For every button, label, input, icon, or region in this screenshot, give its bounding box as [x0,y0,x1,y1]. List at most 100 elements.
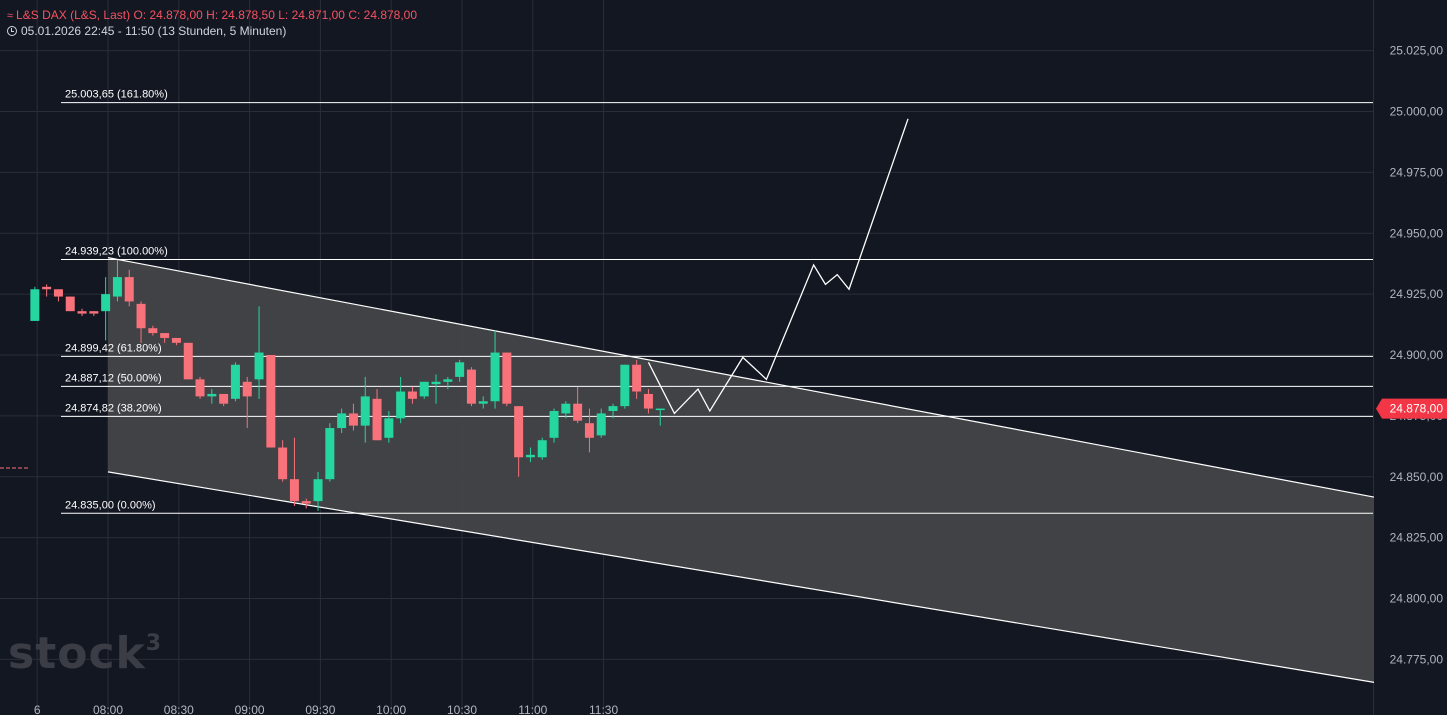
open-value: O: 24.878,00 [133,8,203,22]
fib-level-label: 24.835,00 (0.00%) [65,499,156,511]
candle-body [266,355,276,448]
interval-label: (13 Stunden, 5 Minuten) [157,24,287,38]
candle-body [171,337,181,343]
candle-body [372,398,382,441]
candle-body [407,391,417,399]
candle-body [490,352,500,402]
candle-body [160,333,170,338]
candle-body [514,406,524,458]
projection-polyline [647,118,909,415]
candle-body [77,311,87,314]
candle-body [207,393,217,397]
candle-body [443,379,453,382]
price-tick-label: 24.950,00 [1390,226,1444,240]
candle-body [596,413,606,436]
symbol-name[interactable]: L&S DAX (L&S, Last) [16,8,131,22]
candle-body [183,342,193,380]
time-range: 05.01.2026 22:45 - 11:50 [21,24,155,38]
time-axis[interactable]: 6 08:00 08:30 09:00 09:30 10:00 10:30 11:00 11:3… [34,703,619,715]
time-tick-label: 10:30 [447,703,477,715]
candle-body [573,403,583,421]
fib-level-label: 24.899,42 (61.80%) [65,342,162,354]
legend-ohlc: ≈ L&S DAX (L&S, Last) O: 24.878,00 H: 24.… [7,8,417,23]
fib-level-label: 24.939,23 (100.00%) [65,245,168,257]
candle-body [101,294,111,312]
candle-body [478,401,488,404]
candle-body [148,328,158,334]
candle-body [124,277,134,302]
price-axis[interactable]: 25.025,00 25.000,00 24.975,00 24.950,00 24.9… [1374,0,1447,715]
candle-body [348,413,358,426]
candle-body [431,381,441,385]
candle-body [337,413,347,429]
time-tick-label: 08:00 [93,703,123,715]
candle-body [502,352,512,404]
time-tick-label: 11:30 [589,703,618,715]
price-tick-label: 24.850,00 [1390,470,1444,484]
price-tick-label: 24.775,00 [1390,652,1444,666]
candle-body [360,396,370,426]
candle-body [53,289,63,297]
candle-body [301,501,311,504]
candle-body [643,393,653,409]
candle-body [65,296,75,312]
candle-body [89,311,99,314]
candle-body [254,352,264,380]
fib-level-label: 24.887,12 (50.00%) [65,372,162,384]
projection-path [647,118,909,415]
candle-body [632,364,642,392]
candle-body [608,406,618,412]
fibonacci-retracement: 25.003,65 (161.80%) 24.939,23 (100.00%) 24… [61,89,1373,514]
candle-body [242,381,252,397]
regression-channel [107,257,1383,685]
candle-body [313,479,323,502]
time-tick-label: 10:00 [376,703,406,715]
time-tick-label: 6 [34,703,41,715]
price-tick-label: 24.825,00 [1390,531,1444,545]
legend-range: 05.01.2026 22:45 - 11:50 (13 Stunden, 5 … [7,24,286,38]
symbol-wave-icon: ≈ [7,10,14,22]
close-value: C: 24.878,00 [348,8,418,22]
candle-body [455,362,465,377]
time-tick-label: 09:00 [235,703,265,715]
candle-body [219,393,229,404]
time-tick-label: 09:30 [305,703,335,715]
candle-body [396,391,406,419]
channel-fill [108,257,1383,684]
time-tick-label: 08:30 [164,703,194,715]
candle-body [525,454,535,458]
time-tick-label: 11:00 [518,703,547,715]
low-value: L: 24.871,00 [278,8,345,22]
channel-upper-line [107,257,1383,500]
current-price-tag [1376,398,1447,419]
candle-body [620,364,630,407]
candle-body [537,440,547,458]
candle-body [384,418,394,438]
candle-body [42,286,52,290]
price-tick-label: 25.025,00 [1390,44,1444,58]
current-price-label: 24.878,00 [1390,402,1444,416]
candlesticks [0,260,665,511]
candle-body [655,408,665,411]
price-tick-label: 24.975,00 [1390,165,1444,179]
price-tick-label: 24.800,00 [1390,592,1444,606]
price-tick-label: 24.925,00 [1390,287,1444,301]
candle-body [278,447,288,480]
candle-body [419,381,429,397]
candle-body [230,364,240,399]
candle-body [136,303,146,329]
price-tick-label: 24.900,00 [1390,348,1444,362]
channel-lower-line [107,471,1383,685]
candle-body [584,423,594,438]
fib-level-label: 24.874,82 (38.20%) [65,402,162,414]
candle-body [30,289,40,321]
price-tick-label: 25.000,00 [1390,105,1444,119]
candle-body [549,411,559,438]
fib-level-label: 25.003,65 (161.80%) [65,89,168,101]
high-value: H: 24.878,50 [206,8,275,22]
candle-body [466,369,476,404]
clock-icon [7,26,17,36]
candle-body [561,403,571,414]
price-axis-background [1374,0,1447,715]
